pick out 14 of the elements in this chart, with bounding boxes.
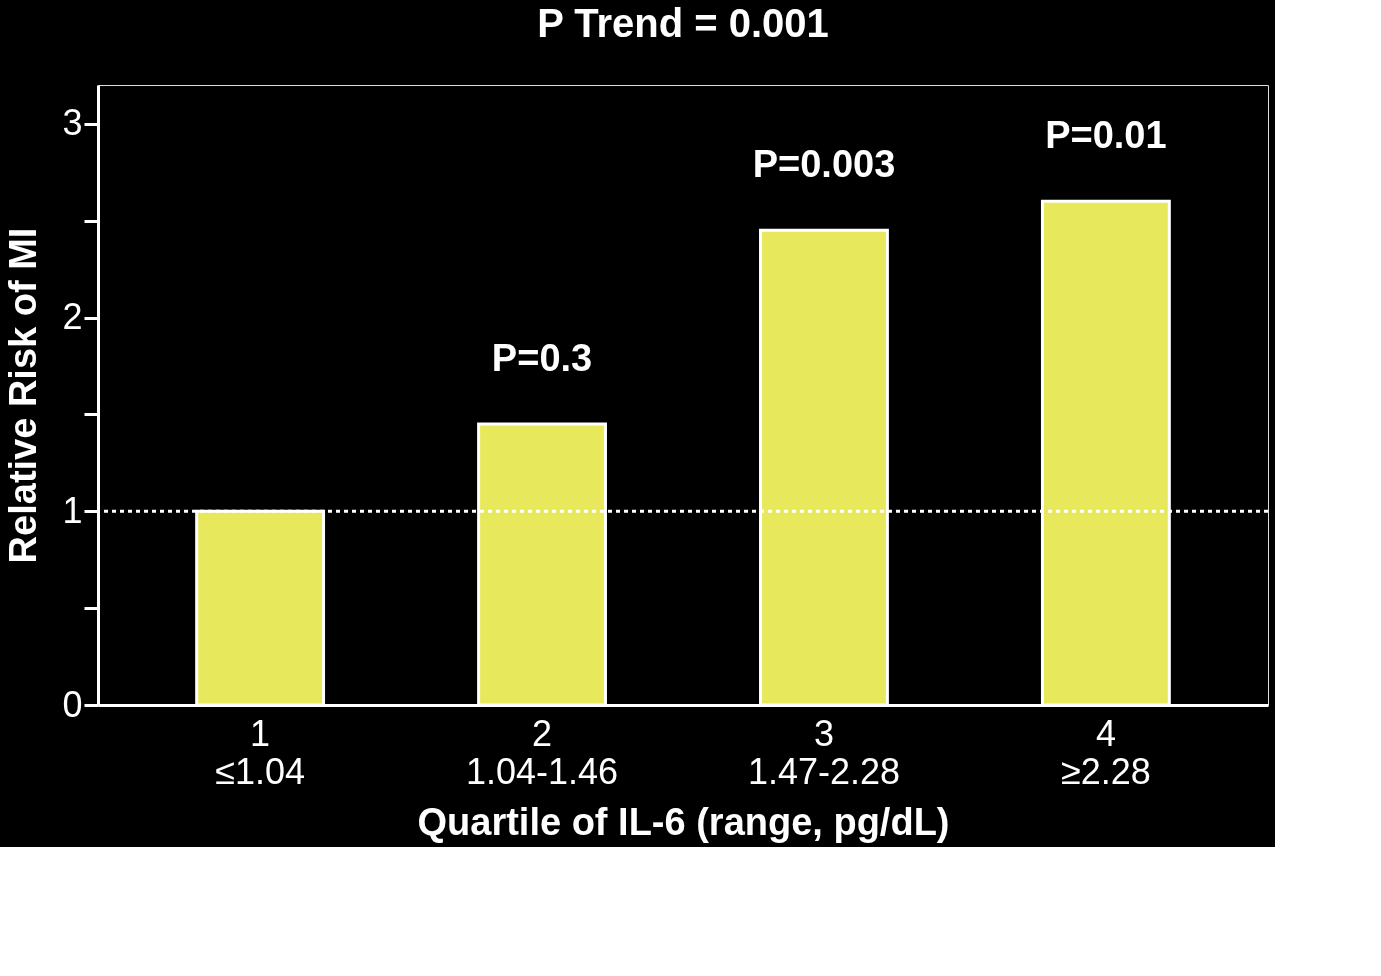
x-tick-label: 3 1.47-2.28 [747, 712, 901, 792]
x-tick-label: 2 1.04-1.46 [465, 712, 619, 792]
annotation: P=0.003 [752, 143, 896, 186]
y-tick-label: 3 [62, 102, 83, 144]
chart-title: P Trend = 0.001 [537, 1, 829, 45]
x-axis-title: Quartile of IL-6 (range, pg/dL) [417, 800, 950, 843]
y-tick-label: 0 [62, 683, 83, 725]
y-tick-label: 1 [62, 489, 83, 531]
y-tick-label: 2 [62, 296, 83, 337]
x-tick-label: 4 ≥2.28 [1060, 712, 1151, 792]
x-tick-label: 1 ≤1.04 [215, 712, 306, 792]
y-axis-title: Relative Risk of MI [2, 227, 45, 564]
annotation: P=0.01 [1045, 114, 1167, 157]
annotation: P=0.3 [491, 337, 593, 380]
